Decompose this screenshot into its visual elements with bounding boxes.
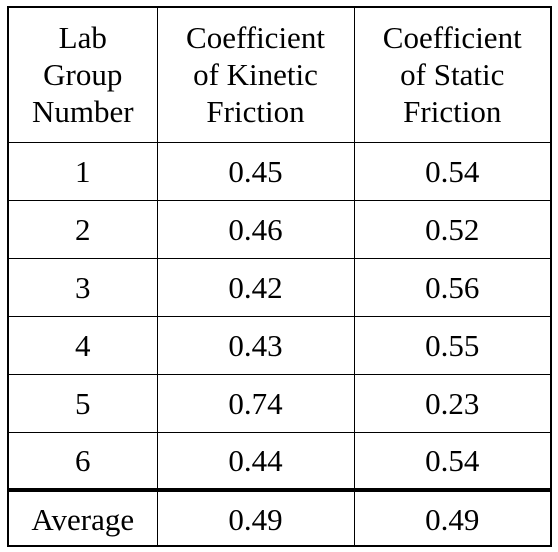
kinetic-friction-cell: 0.74 — [156, 373, 355, 433]
table-row: 5 0.74 0.23 — [9, 373, 550, 433]
static-friction-cell: 0.55 — [353, 315, 550, 375]
table-row: 1 0.45 0.54 — [9, 141, 550, 201]
header-text-line: Friction — [403, 94, 502, 130]
lab-group-cell: 4 — [9, 315, 158, 375]
static-friction-cell: 0.54 — [353, 431, 550, 491]
lab-group-cell: 6 — [9, 431, 158, 491]
static-friction-cell: 0.52 — [353, 199, 550, 259]
lab-group-cell: 1 — [9, 141, 158, 201]
kinetic-friction-cell: 0.46 — [156, 199, 355, 259]
static-friction-cell: 0.56 — [353, 257, 550, 317]
header-text-line: Coefficient — [382, 20, 522, 56]
header-text-line: of Kinetic — [193, 57, 318, 93]
header-static-friction: Coefficient of Static Friction — [353, 8, 550, 143]
friction-table-frame: Lab Group Number Coefficient of Kinetic … — [7, 6, 552, 547]
average-static-cell: 0.49 — [353, 488, 550, 547]
header-text-line: of Static — [400, 57, 505, 93]
header-lab-group-number: Lab Group Number — [9, 8, 158, 143]
kinetic-friction-cell: 0.42 — [156, 257, 355, 317]
kinetic-friction-cell: 0.43 — [156, 315, 355, 375]
header-text-line: Number — [31, 94, 134, 130]
header-text-line: Friction — [206, 94, 305, 130]
table-row: 2 0.46 0.52 — [9, 199, 550, 259]
table-row: 4 0.43 0.55 — [9, 315, 550, 375]
average-row: Average 0.49 0.49 — [9, 488, 550, 547]
kinetic-friction-cell: 0.45 — [156, 141, 355, 201]
static-friction-cell: 0.54 — [353, 141, 550, 201]
header-text-line: Lab — [58, 20, 107, 56]
average-kinetic-cell: 0.49 — [156, 488, 355, 547]
lab-group-cell: 2 — [9, 199, 158, 259]
header-text-line: Group — [43, 57, 123, 93]
header-row: Lab Group Number Coefficient of Kinetic … — [9, 8, 550, 143]
kinetic-friction-cell: 0.44 — [156, 431, 355, 491]
table-row: 6 0.44 0.54 — [9, 431, 550, 491]
static-friction-cell: 0.23 — [353, 373, 550, 433]
header-text-line: Coefficient — [186, 20, 325, 56]
table-row: 3 0.42 0.56 — [9, 257, 550, 317]
lab-group-cell: 5 — [9, 373, 158, 433]
average-label-cell: Average — [9, 488, 158, 547]
friction-data-table: Lab Group Number Coefficient of Kinetic … — [9, 8, 550, 547]
header-kinetic-friction: Coefficient of Kinetic Friction — [156, 8, 355, 143]
lab-group-cell: 3 — [9, 257, 158, 317]
